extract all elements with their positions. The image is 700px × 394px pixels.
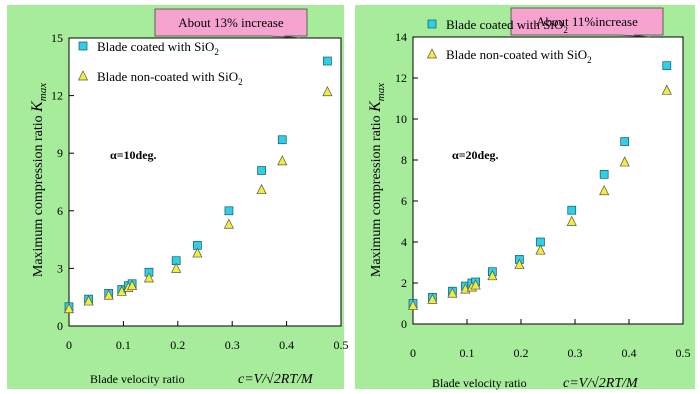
angle-annotation: α=10deg. (110, 148, 157, 162)
x-tick-label: 0.5 (334, 338, 349, 352)
legend-label-2: Blade non-coated with SiO2 (446, 47, 592, 65)
data-point-noncoated (661, 84, 672, 95)
y-axis-symbol: K (29, 100, 46, 113)
x-tick-label: 0.2 (514, 346, 529, 360)
legend-label-subscript: 2 (238, 77, 243, 87)
y-axis-label-text: Maximum compression ratio (369, 112, 384, 277)
data-point-coated (662, 61, 672, 71)
data-point-coated (277, 135, 287, 145)
legend-label-text: Blade coated with SiO (97, 39, 214, 54)
x-axis-label: Blade velocity ratio (90, 372, 185, 386)
y-tick-label: 0 (401, 317, 407, 331)
data-point-noncoated (143, 272, 155, 283)
legend-label-text: Blade non-coated with SiO (97, 69, 238, 84)
callout-box (154, 8, 308, 39)
y-tick-label: 2 (401, 276, 407, 290)
legend-label-subscript: 2 (587, 55, 592, 65)
data-point-noncoated (447, 287, 458, 298)
callout-text: About 13% increase (178, 15, 284, 30)
x-tick-label: 0.3 (568, 346, 583, 360)
y-tick-label: 14 (395, 30, 407, 44)
data-point-noncoated (127, 279, 138, 291)
legend-marker-noncoated (426, 48, 438, 59)
data-point-noncoated (487, 270, 498, 281)
chart-panel-1: 0 3 6 9 12 15 0 0.1 0.2 0.3 0.4 0.5 Maximum compress… (7, 5, 349, 389)
data-point-coated (257, 166, 266, 175)
x-axis-label: Blade velocity ratio (432, 376, 527, 390)
data-point-coated (224, 206, 234, 216)
x-axis-formula: c=V/√2RT/M (563, 376, 639, 391)
x-tick-label: 0.3 (225, 338, 240, 352)
legend-label-1: Blade coated with SiO2 (446, 17, 568, 35)
data-point-noncoated (171, 262, 182, 273)
x-tick-label: 0.5 (676, 346, 691, 360)
y-tick-label: 6 (57, 204, 63, 218)
x-tick-label: 0.4 (622, 346, 637, 360)
plot-area (68, 37, 342, 327)
data-point-noncoated (83, 295, 94, 306)
y-tick-label: 0 (57, 319, 63, 333)
data-point-coated (323, 56, 332, 66)
data-point-noncoated (63, 302, 75, 314)
legend-label-text: Blade non-coated with SiO (446, 47, 587, 62)
data-point-noncoated (535, 244, 546, 255)
data-point-noncoated (277, 155, 288, 166)
y-tick-label: 3 (57, 261, 63, 275)
x-tick-label: 0 (66, 338, 72, 352)
x-tick-label: 0 (410, 346, 416, 360)
legend-marker-noncoated (77, 70, 89, 81)
data-point-noncoated (514, 258, 525, 269)
data-point-noncoated (470, 279, 481, 290)
y-tick-label: 8 (401, 153, 407, 167)
x-axis-formula: c=V/√2RT/M (238, 372, 314, 387)
y-tick-label: 12 (395, 71, 407, 85)
plot-area (412, 36, 684, 325)
data-point-coated (620, 137, 630, 146)
legend-marker-coated (78, 41, 88, 51)
data-point-noncoated (599, 184, 610, 196)
x-tick-label: 0.1 (460, 346, 475, 360)
data-point-noncoated (103, 289, 114, 300)
y-axis-symbol-subscript: max (375, 83, 387, 101)
callout-text: About 11%increase (536, 14, 638, 29)
data-point-noncoated (619, 156, 630, 167)
y-axis-symbol-subscript: max (37, 83, 49, 101)
legend-label-2: Blade non-coated with SiO2 (97, 69, 243, 87)
x-tick-label: 0.4 (279, 338, 294, 352)
legend-label-text: Blade coated with SiO (446, 17, 563, 32)
angle-annotation: α=20deg. (452, 148, 499, 162)
y-tick-label: 10 (395, 112, 407, 126)
legend-label-1: Blade coated with SiO2 (97, 39, 219, 57)
data-point-coated (599, 170, 609, 179)
y-axis-label: Maximum compression ratio Kmax (29, 83, 49, 277)
data-point-noncoated (322, 85, 333, 97)
legend-marker-coated (427, 19, 437, 29)
y-axis-label: Maximum compression ratio Kmax (367, 83, 387, 277)
y-tick-label: 12 (51, 89, 63, 103)
y-tick-label: 15 (51, 31, 63, 45)
x-tick-label: 0.1 (116, 338, 131, 352)
data-point-noncoated (192, 247, 203, 258)
data-point-noncoated (407, 299, 419, 310)
chart-panel-2: 0 2 4 6 8 10 12 14 0 0.1 0.2 0.3 0.4 0.5 Maximum compr… (355, 5, 695, 391)
legend-label-subscript: 2 (563, 25, 568, 35)
y-axis-label-text: Maximum compression ratio (31, 112, 46, 277)
callout-box (510, 7, 664, 38)
legend-label-subscript: 2 (214, 47, 219, 57)
data-point-noncoated (223, 218, 235, 229)
y-tick-label: 6 (401, 194, 407, 208)
data-point-noncoated (566, 215, 577, 226)
x-tick-label: 0.2 (170, 338, 185, 352)
y-axis-symbol: K (367, 100, 384, 113)
data-point-noncoated (427, 293, 438, 304)
y-tick-label: 4 (401, 235, 407, 249)
data-point-noncoated (256, 183, 267, 195)
data-point-coated (567, 205, 577, 215)
y-tick-label: 9 (57, 146, 63, 160)
